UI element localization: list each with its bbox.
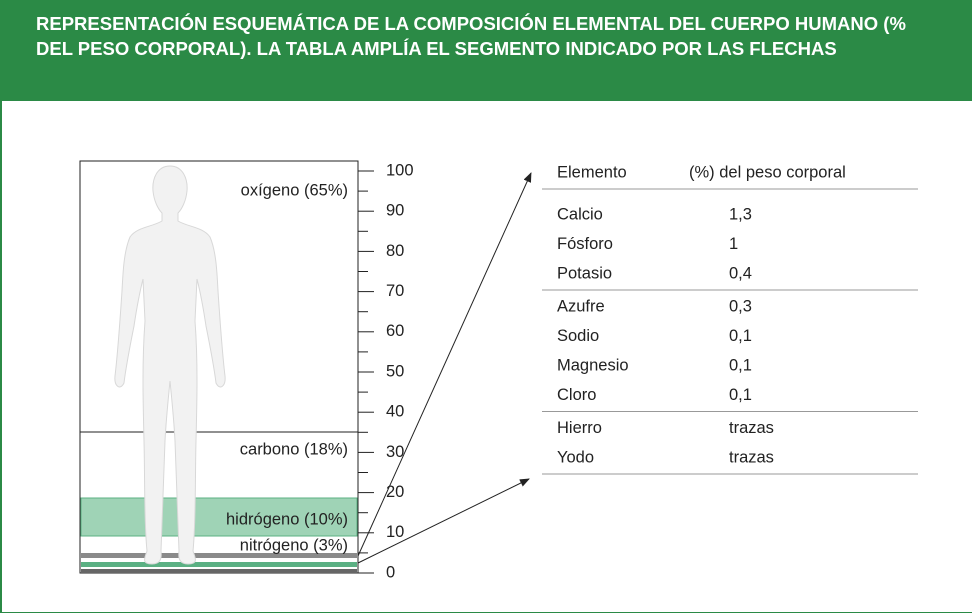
minor-band <box>81 569 357 573</box>
cell-element: Sodio <box>557 327 599 345</box>
segment-label: carbono (18%) <box>240 440 348 458</box>
tick-label: 100 <box>386 161 414 179</box>
tick-label: 80 <box>386 242 404 260</box>
cell-element: Cloro <box>557 386 596 404</box>
cell-element: Hierro <box>557 419 602 437</box>
tick-label: 10 <box>386 523 404 541</box>
tick-label: 90 <box>386 202 404 220</box>
cell-value: 0,4 <box>729 264 752 282</box>
cell-value: trazas <box>729 419 774 437</box>
cell-value: 0,1 <box>729 356 752 374</box>
tick-label: 40 <box>386 403 404 421</box>
cell-element: Magnesio <box>557 356 629 374</box>
cell-value: 0,1 <box>729 327 752 345</box>
nitrogen-band <box>81 553 357 558</box>
cell-value: 1,3 <box>729 205 752 223</box>
arrow <box>357 478 530 564</box>
minor-band <box>81 562 357 567</box>
segment-label: hidrógeno (10%) <box>226 510 348 528</box>
column-header: Elemento <box>557 163 627 181</box>
tick-label: 30 <box>386 443 404 461</box>
tick-label: 0 <box>386 563 395 581</box>
tick-label: 50 <box>386 362 404 380</box>
hydrogen-band <box>80 497 358 537</box>
cell-value: 0,3 <box>729 297 752 315</box>
tick-label: 60 <box>386 322 404 340</box>
cell-element: Fósforo <box>557 235 613 253</box>
segment-label: oxígeno (65%) <box>241 181 348 199</box>
segment-label: nitrógeno (3%) <box>240 536 348 554</box>
cell-element: Potasio <box>557 264 612 282</box>
cell-element: Calcio <box>557 205 603 223</box>
arrow <box>357 172 532 557</box>
cell-value: trazas <box>729 448 774 466</box>
cell-value: 1 <box>729 235 738 253</box>
human-silhouette <box>114 165 226 565</box>
tick-label: 20 <box>386 483 404 501</box>
cell-value: 0,1 <box>729 386 752 404</box>
header-title: REPRESENTACIÓN ESQUEMÁTICA DE LA COMPOSI… <box>2 1 972 101</box>
column-header: (%) del peso corporal <box>689 163 846 181</box>
cell-element: Yodo <box>557 448 594 466</box>
tick-label: 70 <box>386 282 404 300</box>
cell-element: Azufre <box>557 297 605 315</box>
